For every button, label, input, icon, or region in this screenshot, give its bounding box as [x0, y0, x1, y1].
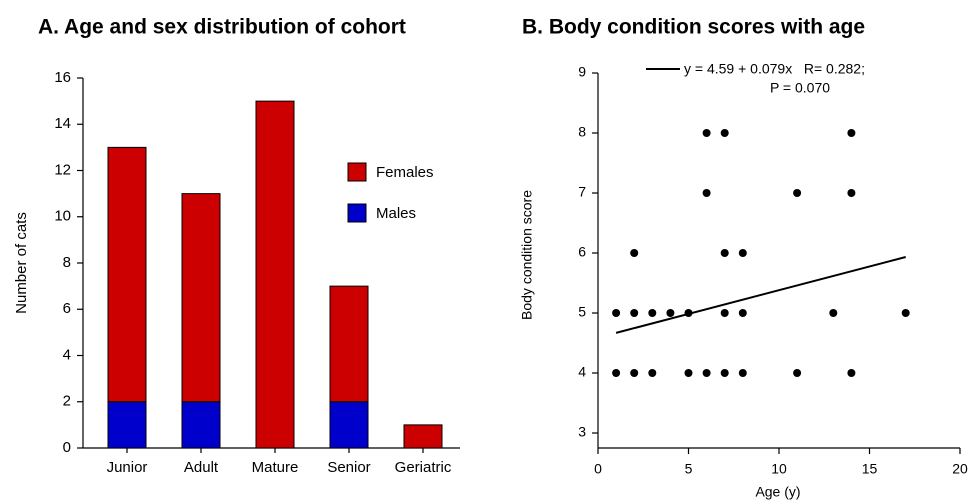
y-tick-label: 6 [578, 244, 586, 260]
legend-label: Males [376, 205, 416, 222]
x-tick-label: 15 [862, 461, 878, 477]
y-tick-label: 0 [63, 439, 71, 456]
data-point [702, 129, 711, 137]
x-tick-label: Geriatric [395, 459, 452, 476]
data-point [630, 369, 639, 377]
y-axis-label: Body condition score [519, 190, 535, 320]
bar-segment [255, 100, 295, 449]
x-axis-label: Age (y) [755, 484, 800, 500]
y-tick-label: 4 [63, 346, 71, 363]
chart-title: B. Body condition scores with age [522, 16, 865, 39]
data-point [612, 309, 621, 317]
x-tick-label: 5 [685, 461, 693, 477]
data-point [829, 309, 838, 317]
data-point [720, 369, 729, 377]
y-tick-label: 8 [578, 124, 586, 140]
bar-segment [107, 401, 147, 449]
data-point [702, 369, 711, 377]
legend-swatch [347, 162, 367, 182]
data-point [738, 249, 747, 257]
x-tick-label: Junior [107, 459, 148, 476]
y-axis-label: Number of cats [13, 212, 30, 314]
bar-segment [403, 424, 443, 449]
legend-label: Females [376, 164, 434, 181]
y-tick-label: 3 [578, 424, 586, 440]
x-tick-label: Mature [252, 459, 299, 476]
y-tick-label: 16 [54, 69, 71, 86]
y-tick-label: 9 [578, 64, 586, 80]
y-tick-label: 14 [54, 115, 71, 132]
data-point [612, 369, 621, 377]
data-point [738, 309, 747, 317]
y-tick-label: 2 [63, 393, 71, 410]
y-tick-label: 12 [54, 161, 71, 178]
bar-segment [329, 285, 369, 403]
bar-segment [107, 146, 147, 403]
data-point [630, 249, 639, 257]
x-tick-label: Senior [327, 459, 370, 476]
x-tick-label: 0 [594, 461, 602, 477]
data-point [648, 309, 657, 317]
bar-segment [329, 401, 369, 449]
x-tick-label: Adult [184, 459, 219, 476]
data-point [666, 309, 675, 317]
data-point [702, 189, 711, 197]
data-point [847, 189, 856, 197]
data-point [738, 369, 747, 377]
data-point [901, 309, 910, 317]
bar-segment [181, 193, 221, 403]
data-point [720, 249, 729, 257]
data-point [847, 129, 856, 137]
annotation: P = 0.070 [770, 80, 830, 96]
y-tick-label: 6 [63, 300, 71, 317]
data-point [793, 189, 802, 197]
data-point [630, 309, 639, 317]
data-point [648, 369, 657, 377]
legend-swatch [347, 203, 367, 223]
y-tick-label: 10 [54, 208, 71, 225]
y-tick-label: 4 [578, 364, 586, 380]
bar-segment [181, 401, 221, 449]
y-tick-label: 7 [578, 184, 586, 200]
data-point [847, 369, 856, 377]
legend-label: y = 4.59 + 0.079x R= 0.282; [684, 61, 865, 77]
x-tick-label: 10 [771, 461, 787, 477]
x-tick-label: 20 [952, 461, 968, 477]
chart-title: A. Age and sex distribution of cohort [38, 16, 406, 39]
y-tick-label: 8 [63, 254, 71, 271]
data-point [793, 369, 802, 377]
trend-line [615, 256, 906, 334]
data-point [684, 369, 693, 377]
data-point [720, 129, 729, 137]
y-tick-label: 5 [578, 304, 586, 320]
data-point [720, 309, 729, 317]
